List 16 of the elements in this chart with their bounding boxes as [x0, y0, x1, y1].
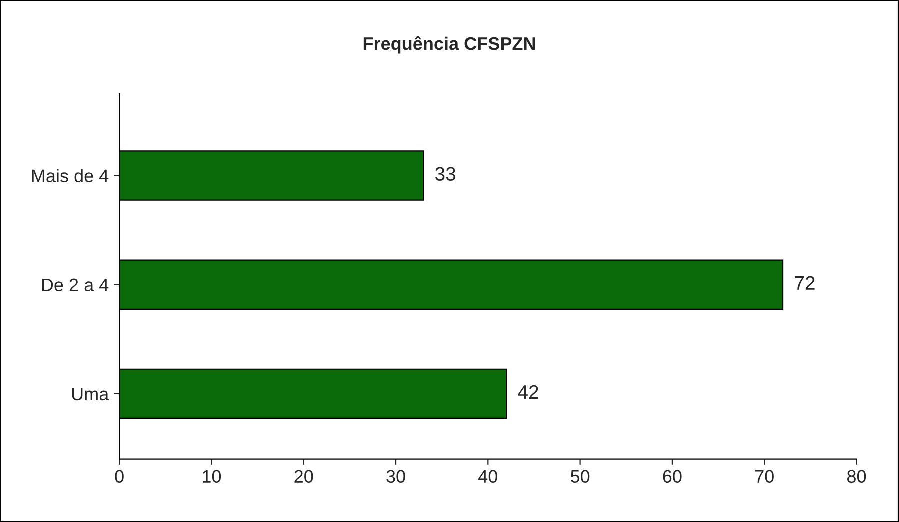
x-tick-label: 70	[755, 470, 774, 484]
y-tick-label: Uma	[72, 388, 110, 401]
x-tick-label: 10	[203, 470, 222, 484]
data-label: 33	[436, 167, 456, 181]
y-tick-label: De 2 a 4	[42, 278, 109, 292]
data-label: 42	[518, 385, 538, 399]
x-tick-label: 0	[115, 470, 124, 484]
x-tick-label: 40	[478, 470, 498, 484]
x-tick-label: 20	[294, 470, 314, 484]
y-tick-label: Mais de 4	[32, 169, 109, 182]
x-tick-label: 80	[847, 470, 866, 484]
x-tick-label: 50	[570, 470, 590, 484]
x-tick-label: 60	[663, 470, 682, 484]
data-label: 72	[795, 276, 815, 290]
x-tick-label: 30	[386, 470, 406, 484]
chart-title: Frequência CFSPZN	[364, 36, 536, 54]
